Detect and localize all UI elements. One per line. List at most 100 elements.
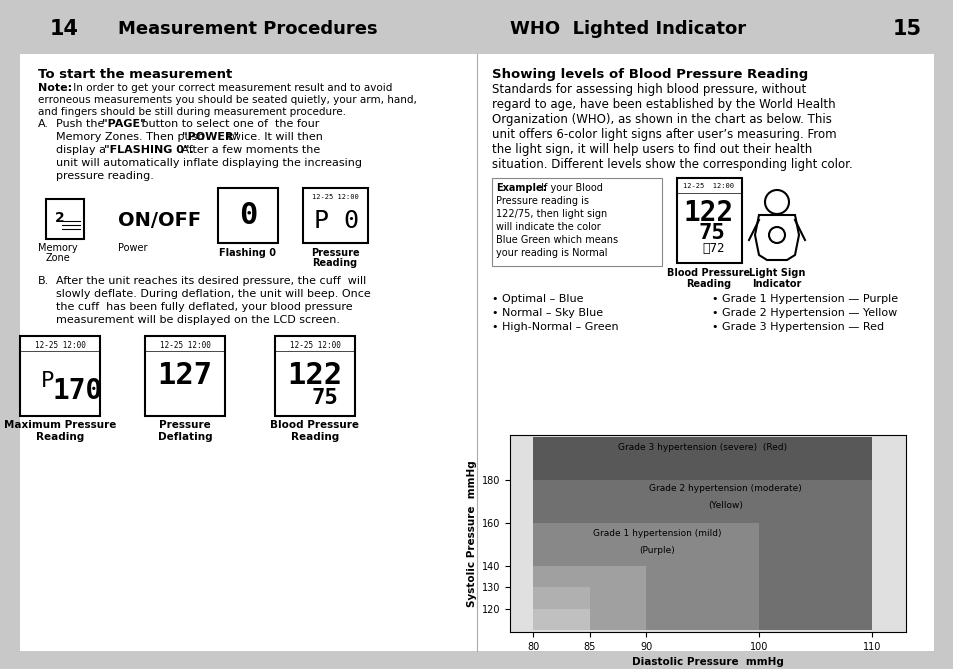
Text: • Grade 2 Hypertension — Yellow: • Grade 2 Hypertension — Yellow: [711, 308, 897, 318]
Text: Memory Zones. Then push: Memory Zones. Then push: [56, 132, 208, 142]
Text: 75: 75: [698, 223, 724, 243]
Text: regard to age, have been established by the World Health: regard to age, have been established by …: [492, 98, 835, 111]
Text: unit will automatically inflate displaying the increasing: unit will automatically inflate displayi…: [56, 158, 361, 168]
Text: 12-25 12:00: 12-25 12:00: [290, 341, 340, 350]
Text: 122: 122: [287, 361, 342, 391]
Text: 12-25 12:00: 12-25 12:00: [34, 341, 86, 350]
Text: Power: Power: [118, 243, 148, 253]
Bar: [145, 336, 225, 416]
Text: unit offers 6-color light signs after user’s measuring. From: unit offers 6-color light signs after us…: [492, 128, 836, 141]
Text: Memory: Memory: [38, 243, 78, 253]
Text: your reading is Normal: your reading is Normal: [496, 248, 607, 258]
Bar: [492, 178, 661, 266]
Circle shape: [764, 190, 788, 214]
Text: button to select one of  the four: button to select one of the four: [138, 119, 319, 129]
Text: Indicator: Indicator: [752, 279, 801, 289]
Text: situation. Different levels show the corresponding light color.: situation. Different levels show the cor…: [492, 158, 852, 171]
Bar: [533, 437, 871, 630]
Text: After the unit reaches its desired pressure, the cuff  will: After the unit reaches its desired press…: [56, 276, 366, 286]
Text: (Purple): (Purple): [639, 547, 675, 555]
Text: Standards for assessing high blood pressure, without: Standards for assessing high blood press…: [492, 83, 805, 96]
Bar: [20, 54, 933, 651]
Text: 14: 14: [50, 19, 79, 39]
Text: P: P: [41, 371, 54, 391]
Text: slowly deflate. During deflation, the unit will beep. Once: slowly deflate. During deflation, the un…: [56, 289, 371, 299]
Text: • Grade 3 Hypertension — Red: • Grade 3 Hypertension — Red: [711, 322, 883, 332]
Text: After a few moments the: After a few moments the: [178, 145, 320, 155]
Text: Blue Green which means: Blue Green which means: [496, 235, 618, 245]
Bar: [533, 522, 759, 630]
Text: Reading: Reading: [313, 258, 357, 268]
Text: Grade 3 hypertension (severe)  (Red): Grade 3 hypertension (severe) (Red): [618, 444, 786, 452]
Text: and fingers should be still during measurement procedure.: and fingers should be still during measu…: [38, 107, 346, 117]
Text: Grade 1 hypertension (mild): Grade 1 hypertension (mild): [593, 529, 720, 539]
Bar: [533, 480, 871, 630]
Text: 0: 0: [238, 201, 257, 231]
Text: Maximum Pressure
Reading: Maximum Pressure Reading: [4, 420, 116, 442]
Text: (Sky Blue): (Sky Blue): [538, 602, 584, 611]
Text: A.: A.: [38, 119, 49, 129]
Bar: [20, 336, 100, 416]
Text: Measurement Procedures: Measurement Procedures: [118, 20, 377, 38]
Text: • Optimal – Blue: • Optimal – Blue: [492, 294, 583, 304]
Text: 0: 0: [343, 209, 358, 233]
Text: Normal: Normal: [538, 589, 571, 598]
Text: 122/75, then light sign: 122/75, then light sign: [496, 209, 607, 219]
Text: 12-25  12:00: 12-25 12:00: [682, 183, 734, 189]
Text: 12-25 12:00: 12-25 12:00: [159, 341, 211, 350]
Bar: [303, 188, 368, 243]
Bar: [274, 336, 355, 416]
Text: Grade 2 hypertension (moderate): Grade 2 hypertension (moderate): [648, 484, 801, 493]
Text: • Normal – Sky Blue: • Normal – Sky Blue: [492, 308, 602, 318]
Text: Flashing 0: Flashing 0: [219, 248, 276, 258]
Text: Example:: Example:: [496, 183, 546, 193]
Text: 75: 75: [312, 388, 338, 408]
Text: measurement will be displayed on the LCD screen.: measurement will be displayed on the LCD…: [56, 315, 339, 325]
Text: the light sign, it will help users to find out their health: the light sign, it will help users to fi…: [492, 143, 811, 156]
Y-axis label: Systolic Pressure  mmHg: Systolic Pressure mmHg: [466, 460, 476, 607]
Text: 170: 170: [52, 377, 103, 405]
Text: If your Blood: If your Blood: [537, 183, 602, 193]
Text: Showing levels of Blood Pressure Reading: Showing levels of Blood Pressure Reading: [492, 68, 807, 81]
Text: Pressure reading is: Pressure reading is: [496, 196, 588, 206]
Text: Zone: Zone: [46, 253, 71, 263]
Text: "FLASHING 0".: "FLASHING 0".: [104, 145, 193, 155]
Text: B.: B.: [38, 276, 50, 286]
Bar: [533, 566, 645, 630]
Polygon shape: [754, 215, 799, 260]
Text: P: P: [314, 209, 328, 233]
Text: erroneous measurements you should be seated quietly, your arm, hand,: erroneous measurements you should be sea…: [38, 95, 416, 105]
Bar: [677, 178, 741, 263]
Text: twice. It will then: twice. It will then: [224, 132, 322, 142]
Text: 122: 122: [683, 199, 734, 227]
Text: 15: 15: [892, 19, 921, 39]
Text: WHO  Lighted Indicator: WHO Lighted Indicator: [510, 20, 745, 38]
Bar: [46, 199, 84, 239]
Text: the cuff  has been fully deflated, your blood pressure: the cuff has been fully deflated, your b…: [56, 302, 353, 312]
Bar: [533, 609, 589, 630]
Text: Organization (WHO), as shown in the chart as below. This: Organization (WHO), as shown in the char…: [492, 113, 831, 126]
Text: • High-Normal – Green: • High-Normal – Green: [492, 322, 618, 332]
Text: Push the: Push the: [56, 119, 108, 129]
Bar: [533, 587, 589, 630]
Text: display a: display a: [56, 145, 110, 155]
Text: Pressure: Pressure: [311, 248, 359, 258]
Text: ⁲72: ⁲72: [702, 242, 724, 254]
Text: will indicate the color: will indicate the color: [496, 222, 600, 232]
Text: Light Sign: Light Sign: [748, 268, 804, 278]
Text: "POWER": "POWER": [182, 132, 239, 142]
Text: pressure reading.: pressure reading.: [56, 171, 153, 181]
Text: To start the measurement: To start the measurement: [38, 68, 232, 81]
Text: Blood Pressure: Blood Pressure: [667, 268, 750, 278]
Text: In order to get your correct measurement result and to avoid: In order to get your correct measurement…: [70, 83, 392, 93]
Text: "PAGE": "PAGE": [102, 119, 146, 129]
Text: Blood Pressure
Reading: Blood Pressure Reading: [271, 420, 359, 442]
Text: 127: 127: [157, 361, 213, 391]
Text: High-normal (Green): High-normal (Green): [538, 568, 631, 577]
Text: Reading: Reading: [686, 279, 731, 289]
Text: • Grade 1 Hypertension — Purple: • Grade 1 Hypertension — Purple: [711, 294, 897, 304]
X-axis label: Diastolic Pressure  mmHg: Diastolic Pressure mmHg: [632, 658, 783, 668]
Text: Pressure
Deflating: Pressure Deflating: [157, 420, 213, 442]
Text: 12-25 12:00: 12-25 12:00: [312, 194, 358, 200]
Text: Optimal (Blue): Optimal (Blue): [538, 611, 604, 619]
